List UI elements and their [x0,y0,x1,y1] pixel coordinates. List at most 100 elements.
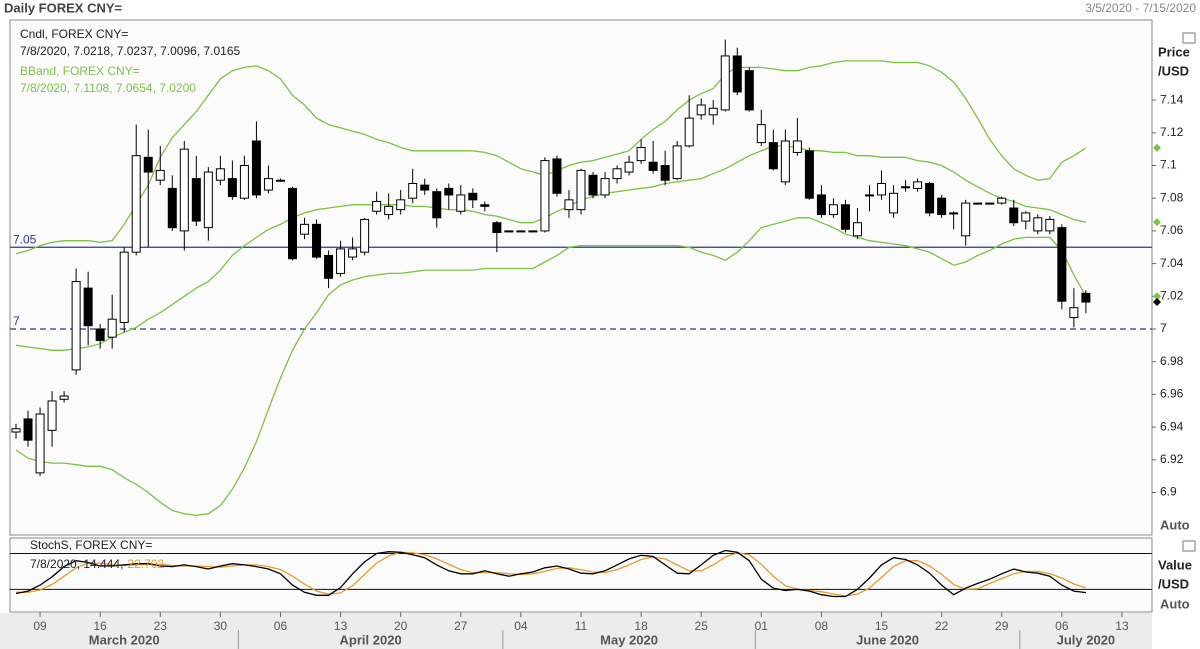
candle-body [720,55,730,111]
y-tick-label: 6.9 [1160,485,1177,499]
month-label: July 2020 [1057,632,1116,647]
candle-body [203,171,213,229]
y-tick-label: 6.96 [1160,387,1184,401]
x-tick-label: 08 [815,619,829,633]
legend-readout-k: 7/8/2020, 14.444, [30,557,123,571]
legend-name: BBand, FOREX CNY= [20,64,140,78]
candle-body [564,199,574,211]
date-range: 3/5/2020 - 7/15/2020 [1085,1,1196,15]
x-tick-label: 27 [454,619,468,633]
candle-body [840,204,850,230]
candle-body [492,222,502,234]
month-label: June 2020 [856,632,919,647]
bband-upper [15,60,1087,255]
x-tick-label: 13 [334,619,348,633]
candle-body [973,202,983,205]
legend-readout-d: 22.702 [127,557,164,571]
candle-body [672,145,682,180]
x-tick-label: 30 [214,619,228,633]
candle-body [167,187,177,229]
candle-body [997,197,1007,204]
candle-body [684,117,694,147]
x-tick-label: 16 [93,619,107,633]
candle-body [889,192,899,214]
candle-body [348,248,358,258]
candle-body [468,192,478,201]
y-axis-label: Price [1158,44,1190,59]
candle-body [251,140,261,196]
candle-body [480,204,490,207]
candle-body [528,230,538,233]
candle-body [576,169,586,211]
candle-body [648,161,658,171]
bband-lower [15,217,1087,517]
candle-body [432,191,442,219]
candle-body [768,142,778,170]
y-axis-label: /USD [1158,63,1189,78]
y-tick-label: 7.14 [1160,92,1184,106]
candle-body [624,161,634,173]
candle-body [263,178,273,191]
month-label: May 2020 [600,632,658,647]
x-tick-label: 06 [1055,619,1069,633]
candle-body [925,182,935,214]
candle-body [107,318,117,338]
panel-icon[interactable] [1182,540,1196,552]
y-tick-label: 7.08 [1160,190,1184,204]
stoch-k [15,549,1086,598]
candle-body [865,194,875,197]
bband-middle [15,145,1087,351]
candle-body [504,230,514,233]
candle-body [780,140,790,183]
candle-body [336,248,346,274]
candle-body [239,165,249,199]
candle-body [324,254,334,279]
candle-body [660,165,670,181]
candle-body [71,281,81,371]
y-tick-label: 7.1 [1160,158,1177,172]
legend-readout: 7/8/2020, 7.1108, 7.0654, 7.0200 [20,81,196,95]
candle-body [1057,227,1067,302]
x-tick-label: 15 [875,619,889,633]
candle-body [384,205,394,216]
candle-body [828,204,838,216]
candle-body [456,194,466,212]
y-tick-label: 7 [1160,321,1167,335]
month-label: April 2020 [340,632,402,647]
x-tick-label: 11 [575,619,588,633]
candle-body [191,178,201,222]
candle-body [852,222,862,237]
x-tick-label: 25 [695,619,709,633]
candle-body [408,182,418,199]
last-value-marker [1153,292,1161,301]
candle-body [420,184,430,191]
auto-scale-button[interactable]: Auto [1160,596,1190,611]
candle-body [215,168,225,181]
x-tick-label: 09 [33,619,47,633]
panel-icon[interactable] [1182,32,1196,44]
candle-body [1033,217,1043,232]
legend-readout: 7/8/2020, 14.444, 22.702 [30,557,164,571]
candle-body [83,287,93,327]
candle-body [1021,212,1031,222]
candle-body [552,158,562,194]
candle-body [312,223,322,258]
x-tick-label: 18 [634,619,648,633]
candle-body [696,104,706,116]
auto-scale-button[interactable]: Auto [1160,517,1190,532]
candle-body [287,187,297,260]
candle-body [131,155,141,253]
candle-body [804,150,814,199]
candle-body [23,418,33,441]
candle-body [792,140,802,153]
candle-body [11,428,21,433]
x-tick-label: 04 [514,619,528,633]
candle-body [119,251,129,323]
y-tick-label: 7.02 [1160,288,1184,302]
candle-body [396,199,406,211]
y-axis-label: Value [1158,557,1192,572]
candle-body [1069,307,1079,319]
candle-body [372,200,382,212]
x-tick-label: 22 [935,619,949,633]
